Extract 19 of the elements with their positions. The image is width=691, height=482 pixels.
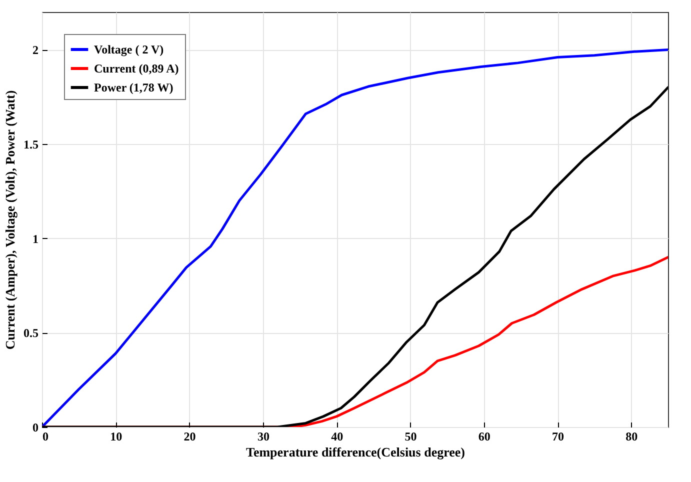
y-tick-label: 2 [32,43,38,58]
y-tick-label: 1.5 [24,138,38,152]
x-tick-label: 40 [331,430,344,444]
legend-label: Voltage ( 2 V) [94,42,164,56]
x-tick-label: 0 [42,430,48,444]
x-tick-label: 50 [404,430,417,444]
y-axis-title: Current (Amper), Voltage (Volt), Power (Watt) [2,90,18,350]
x-tick-label: 30 [257,430,270,444]
y-tick-label: 1 [32,232,38,246]
x-tick-label: 70 [552,430,564,444]
x-axis-title: Temperature difference(Celsius degree) [246,444,466,460]
x-tick-label: 60 [478,430,490,444]
legend-label: Power (1,78 W) [94,80,174,94]
y-tick-label: 0 [32,420,38,434]
x-tick-label: 20 [184,430,196,444]
x-tick-label: 80 [626,430,638,444]
legend-label: Current (0,89 A) [94,62,179,76]
y-tick-label: 0.5 [24,326,38,340]
x-tick-label: 10 [110,430,122,444]
